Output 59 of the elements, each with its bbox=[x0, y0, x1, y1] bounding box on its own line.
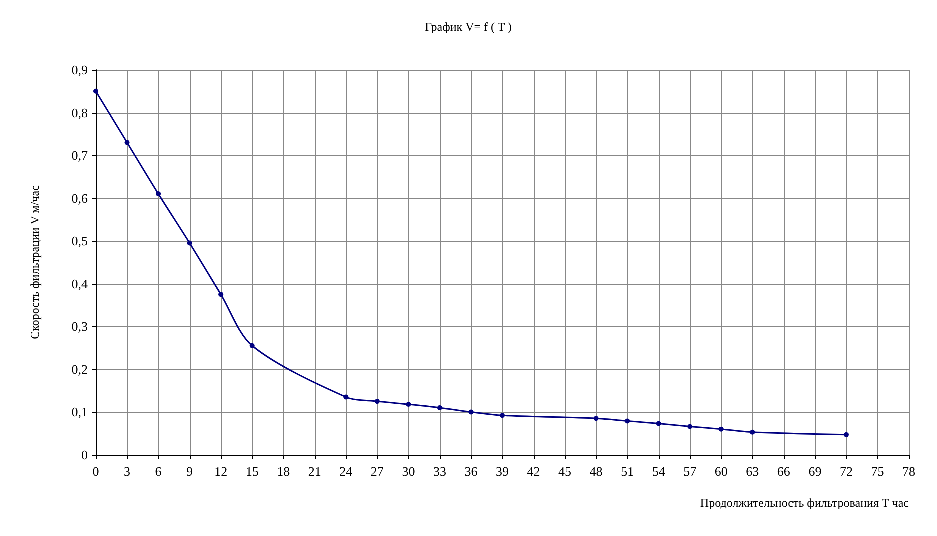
chart-title: График V= f ( T ) bbox=[425, 20, 512, 34]
point bbox=[688, 424, 693, 430]
y-tick-label: 0,5 bbox=[72, 234, 88, 249]
point bbox=[500, 413, 505, 418]
x-tick-label: 54 bbox=[652, 464, 666, 479]
point bbox=[750, 430, 756, 435]
x-tick-label: 51 bbox=[621, 464, 634, 479]
y-tick-label: 0,1 bbox=[72, 404, 88, 420]
x-tick-label: 63 bbox=[746, 464, 760, 479]
point bbox=[718, 426, 724, 432]
x-tick-label: 36 bbox=[464, 464, 478, 479]
point bbox=[344, 394, 349, 400]
point bbox=[656, 421, 662, 426]
x-tick-label: 33 bbox=[433, 464, 446, 479]
x-tick-label: 69 bbox=[808, 464, 822, 479]
x-tick-label: 75 bbox=[871, 464, 884, 479]
y-tick-label: 0,2 bbox=[72, 362, 88, 377]
point bbox=[594, 416, 599, 422]
point bbox=[187, 240, 192, 246]
x-tick-label: 24 bbox=[340, 464, 354, 479]
y-tick-label: 0,9 bbox=[72, 62, 88, 78]
x-tick-label: 66 bbox=[777, 464, 791, 479]
point bbox=[437, 405, 442, 410]
x-tick-label: 57 bbox=[684, 464, 698, 479]
x-tick-label: 21 bbox=[308, 464, 322, 479]
point bbox=[844, 432, 849, 438]
y-axis-title: Скорость фильтрации V м/час bbox=[28, 186, 42, 340]
x-tick-label: 12 bbox=[214, 464, 228, 479]
x-tick-label: 18 bbox=[277, 464, 290, 479]
point bbox=[374, 399, 380, 404]
point bbox=[156, 192, 162, 197]
y-tick-label: 0,8 bbox=[72, 105, 88, 120]
x-tick-label: 60 bbox=[714, 464, 728, 479]
x-tick-label: 78 bbox=[902, 464, 916, 479]
point bbox=[406, 402, 412, 408]
point bbox=[218, 292, 224, 298]
x-tick-label: 15 bbox=[246, 464, 259, 479]
point bbox=[625, 418, 630, 424]
x-tick-label: 48 bbox=[590, 464, 603, 479]
x-tick-label: 3 bbox=[124, 464, 131, 479]
y-tick-label: 0,4 bbox=[72, 276, 88, 292]
y-tick-label: 0,3 bbox=[72, 319, 88, 334]
x-tick-label: 27 bbox=[370, 464, 384, 479]
point bbox=[468, 410, 474, 415]
x-axis-title: Продолжительность фильтрования Т час bbox=[700, 496, 909, 510]
x-tick-label: 39 bbox=[496, 464, 509, 479]
y-tick-label: 0,7 bbox=[72, 148, 88, 164]
x-tick-label: 0 bbox=[92, 464, 100, 479]
point bbox=[124, 140, 130, 146]
y-tick-label: 0,6 bbox=[72, 190, 88, 206]
x-tick-label: 45 bbox=[558, 464, 572, 479]
y-tick-label: 0 bbox=[82, 448, 88, 462]
x-tick-label: 30 bbox=[402, 464, 416, 479]
x-tick-label: 9 bbox=[186, 464, 194, 479]
point bbox=[94, 88, 98, 94]
x-tick-label: 72 bbox=[840, 464, 853, 479]
point bbox=[250, 343, 255, 348]
x-tick-label: 42 bbox=[527, 464, 540, 479]
x-tick-label: 6 bbox=[155, 464, 162, 479]
